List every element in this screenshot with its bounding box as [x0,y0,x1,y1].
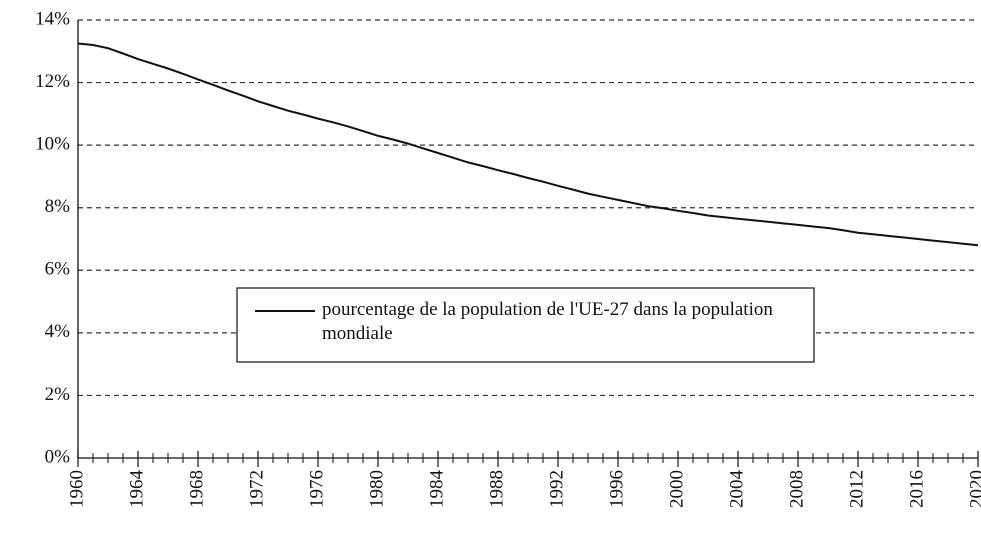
y-tick-label: 0% [45,446,71,467]
y-tick-label: 10% [35,134,70,155]
x-tick-label: 1980 [366,470,387,508]
x-tick-label: 1984 [426,470,447,509]
y-tick-label: 2% [45,384,71,405]
legend-box [236,287,815,363]
x-tick-label: 1964 [126,470,147,509]
data-line [77,42,979,247]
y-tick-label: 8% [45,196,71,217]
x-tick-label: 2016 [906,470,927,508]
x-tick-label: 1996 [606,470,627,508]
legend-label: pourcentage de la population de l'UE-27 … [322,299,773,344]
x-tick-label: 1972 [246,470,267,508]
y-tick-label: 4% [45,321,71,342]
x-tick-label: 1968 [186,470,207,508]
x-tick-label: 1960 [66,470,87,508]
y-tick-label: 14% [35,8,70,29]
x-tick-label: 1976 [306,470,327,508]
x-tick-label: 2000 [666,470,687,508]
x-tick-label: 1992 [546,470,567,508]
x-tick-label: 2020 [966,470,981,508]
y-tick-label: 12% [35,71,70,92]
y-tick-label: 6% [45,259,71,280]
x-tick-label: 2004 [726,470,747,509]
x-tick-label: 2012 [846,470,867,508]
x-tick-label: 2008 [786,470,807,508]
x-tick-label: 1988 [486,470,507,508]
